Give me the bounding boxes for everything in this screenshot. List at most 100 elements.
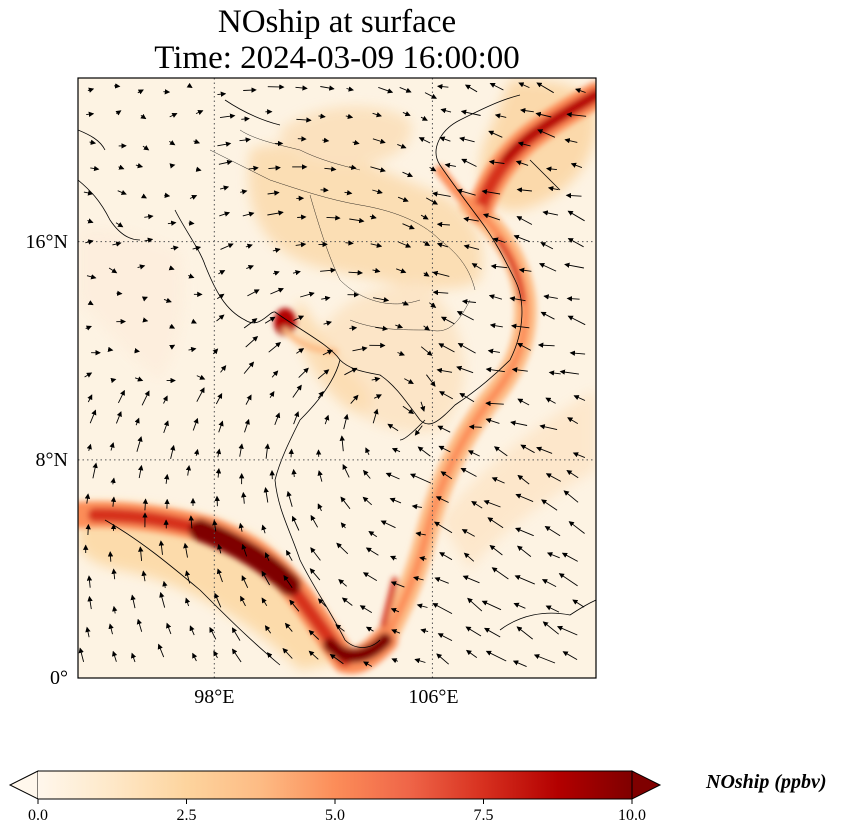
wind-arrow <box>288 448 294 458</box>
wind-arrow <box>114 83 121 89</box>
wind-arrow <box>437 83 449 90</box>
wind-arrow <box>241 575 249 588</box>
wind-arrow <box>463 244 480 250</box>
wind-arrow <box>413 575 424 582</box>
wind-arrow <box>219 185 230 191</box>
wind-arrow <box>559 369 579 375</box>
wind-arrow <box>380 520 396 529</box>
wind-arrow <box>462 575 480 584</box>
wind-arrow <box>420 214 429 220</box>
wind-arrow <box>144 237 154 243</box>
wind-arrow <box>261 570 270 586</box>
wind-arrow <box>85 239 94 245</box>
wind-arrow <box>188 220 195 226</box>
wind-arrow <box>169 163 176 169</box>
wind-arrow <box>363 469 371 479</box>
wind-arrow <box>471 263 482 270</box>
wind-arrow <box>437 633 453 642</box>
wind-arrow <box>371 376 381 382</box>
wind-arrow <box>418 137 431 144</box>
wind-arrow <box>286 549 293 561</box>
wind-arrow <box>481 189 501 195</box>
wind-arrow <box>169 344 176 350</box>
wind-arrow <box>142 317 149 323</box>
wind-arrow <box>245 335 259 348</box>
wind-arrow <box>296 348 305 354</box>
wind-arrow <box>269 391 275 399</box>
wind-arrow <box>342 463 350 478</box>
wind-arrow <box>220 243 234 250</box>
wind-arrow <box>335 624 345 632</box>
wind-arrow <box>292 269 301 276</box>
wind-arrow <box>167 220 177 226</box>
colorbar-tick-label: 0.0 <box>28 807 48 824</box>
wind-arrow <box>130 652 137 663</box>
wind-arrow <box>457 343 476 354</box>
wind-arrow <box>397 350 405 356</box>
wind-arrow <box>142 145 150 151</box>
wind-arrow <box>372 112 382 118</box>
wind-arrow <box>111 568 117 580</box>
wind-arrow <box>196 387 205 402</box>
wind-arrow <box>322 137 330 143</box>
wind-arrow <box>566 470 579 479</box>
wind-arrow <box>107 346 114 353</box>
wind-arrow <box>274 412 281 426</box>
wind-arrow <box>345 240 354 246</box>
wind-arrow <box>340 496 351 510</box>
longitude-tick-label: 106°E <box>408 686 459 708</box>
wind-arrow <box>372 267 381 274</box>
wind-arrow <box>117 389 125 404</box>
wind-arrow <box>465 649 478 658</box>
wind-arrow <box>515 493 534 503</box>
wind-arrow <box>141 390 150 406</box>
wind-arrow <box>273 270 280 276</box>
wind-arrow <box>391 658 398 664</box>
wind-arrow <box>545 605 560 613</box>
wind-arrow <box>246 265 254 271</box>
wind-arrow <box>397 143 407 149</box>
wind-arrow <box>323 320 332 326</box>
wind-arrow <box>110 377 117 384</box>
wind-arrow <box>483 499 501 508</box>
wind-arrow <box>368 530 378 538</box>
wind-arrow <box>352 139 360 146</box>
wind-arrow <box>192 652 198 662</box>
wind-arrow <box>456 188 476 196</box>
wind-arrow <box>89 409 97 424</box>
wind-arrow <box>467 450 480 457</box>
wind-arrow <box>463 216 479 222</box>
wind-arrow <box>536 446 553 454</box>
wind-arrow <box>536 82 554 94</box>
wind-arrow <box>264 625 272 634</box>
wind-arrow <box>516 216 533 225</box>
wind-arrow <box>195 166 202 172</box>
wind-arrow <box>321 295 331 302</box>
wind-arrow <box>570 162 583 169</box>
wind-arrow <box>417 446 431 457</box>
wind-arrow <box>111 650 118 662</box>
wind-arrow <box>514 575 535 585</box>
wind-arrow <box>378 86 394 94</box>
wind-arrow <box>317 470 323 482</box>
wind-arrow <box>520 444 535 454</box>
wind-arrow <box>241 491 247 504</box>
wind-arrow <box>373 394 382 400</box>
wind-arrow <box>243 318 258 329</box>
wind-arrow <box>339 435 345 452</box>
wind-arrow <box>291 515 300 531</box>
wind-arrow <box>542 621 559 635</box>
wind-arrow <box>363 661 373 667</box>
wind-arrow <box>493 446 508 457</box>
wind-arrow <box>517 474 530 485</box>
wind-arrow <box>219 113 236 119</box>
wind-arrow <box>108 623 114 635</box>
wind-arrow <box>567 315 586 326</box>
wind-arrow <box>213 650 219 659</box>
wind-arrow <box>567 210 585 222</box>
wind-arrow <box>420 401 426 412</box>
wind-arrow <box>399 86 412 93</box>
wind-arrow <box>432 191 451 197</box>
wind-arrow <box>365 547 379 556</box>
wind-arrow <box>216 293 225 300</box>
